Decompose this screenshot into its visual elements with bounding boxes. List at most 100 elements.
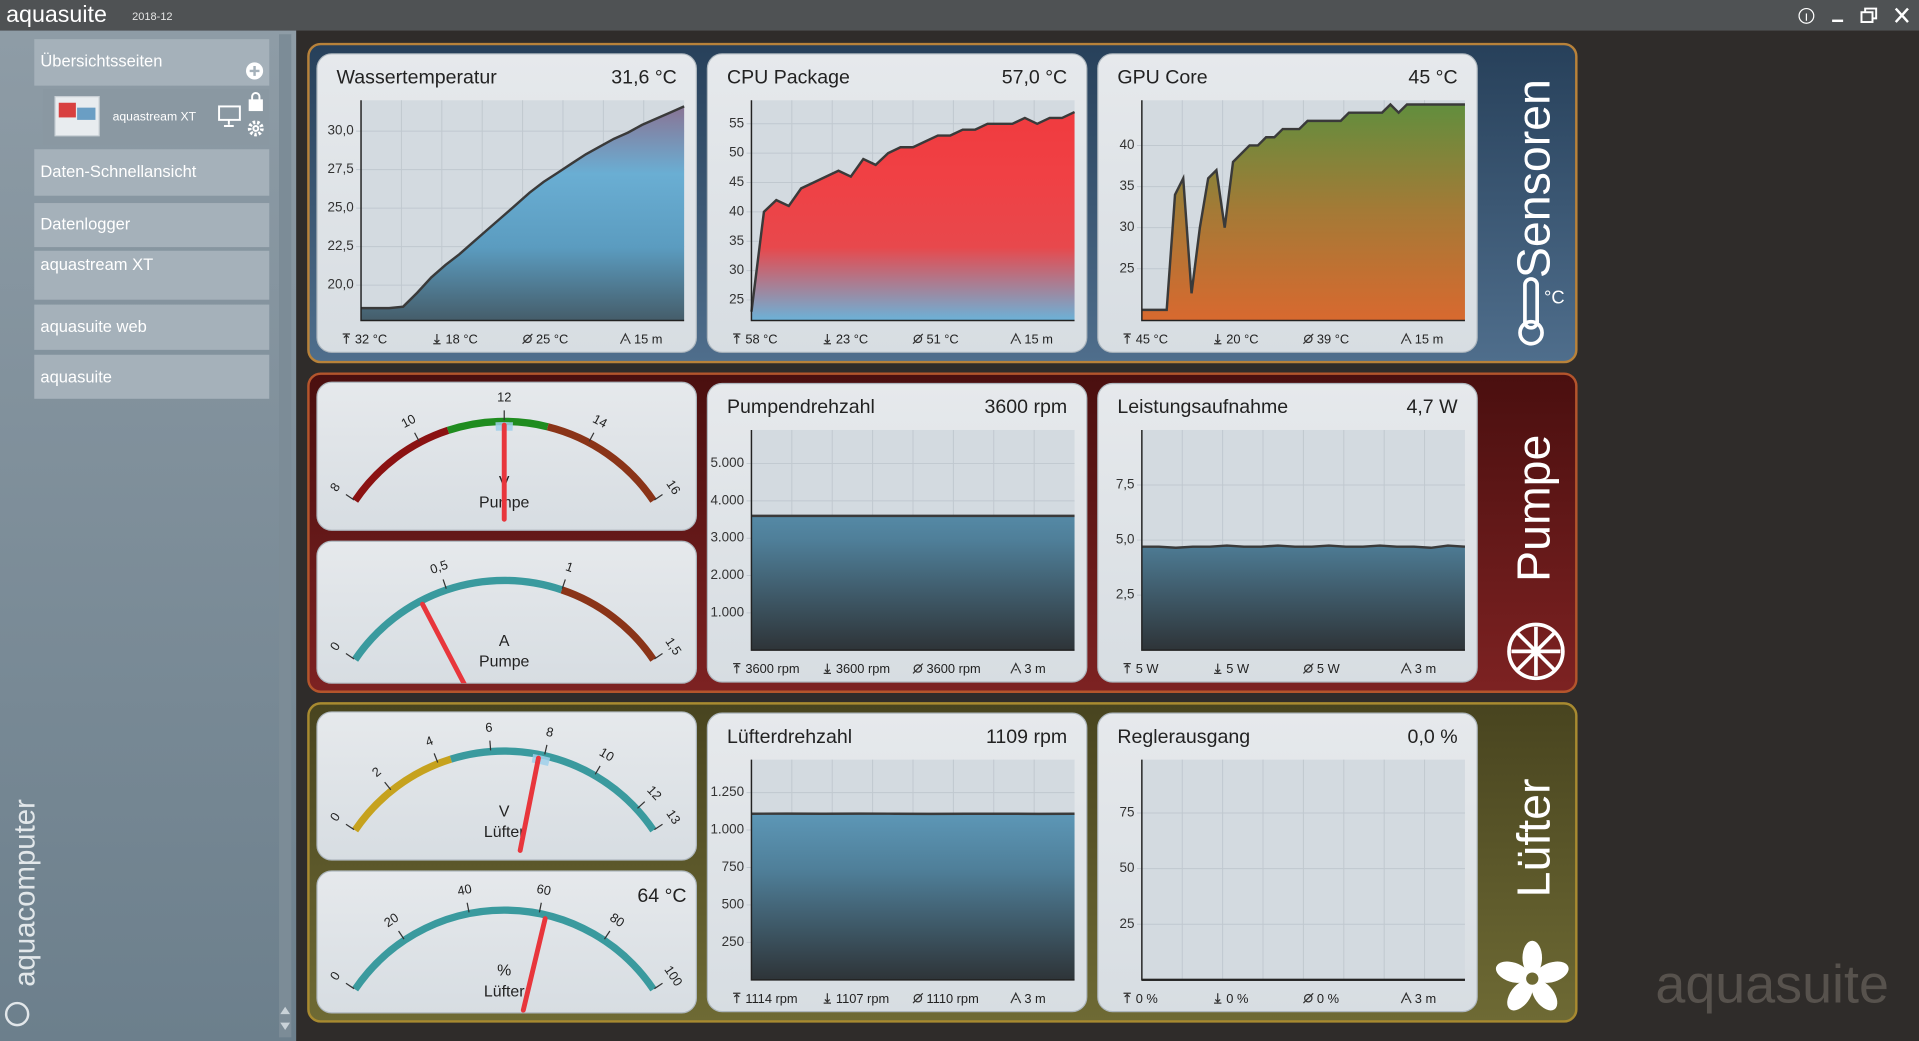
close-button[interactable] [1894, 7, 1909, 23]
app-version: 2018-12 [132, 11, 172, 23]
sidebar-item-label[interactable]: aquastream XT [40, 256, 153, 274]
thumbnail-blue [77, 107, 96, 120]
card [316, 711, 697, 861]
line [361, 105, 685, 310]
sidebar-item-label[interactable]: Daten-Schnellansicht [40, 163, 196, 181]
time-icon [1400, 332, 1412, 345]
stat-label: 15 m [1024, 331, 1053, 346]
time-icon [1400, 662, 1412, 674]
min-icon [1214, 993, 1222, 1004]
pump-icon [1507, 622, 1565, 681]
stat-label: 15 m [1415, 331, 1444, 346]
sidebar-item[interactable]: Übersichtsseiten [34, 39, 270, 86]
avg-slash [522, 333, 533, 345]
sidebar-item-label[interactable]: aquasuite web [40, 318, 146, 336]
gauge-tick-label: 40 [456, 881, 473, 898]
stat-label: 3 m [1415, 991, 1436, 1006]
stat-label: 5 W [1226, 661, 1250, 676]
scroll-arrows[interactable] [280, 1006, 291, 1030]
min-icon [433, 333, 441, 345]
fan-blade [1535, 961, 1569, 983]
area [1141, 545, 1465, 651]
gauge-tick [654, 494, 663, 501]
sidebar-item[interactable]: aquasuite web [34, 304, 270, 350]
card-value: 45 °C [1408, 66, 1457, 88]
min-icon [823, 663, 831, 675]
y-tick-label: 4.000 [710, 492, 744, 507]
section-unit: °C [1544, 286, 1565, 307]
sidebar-item-bg[interactable] [34, 39, 270, 86]
gauge-tick [538, 902, 542, 913]
sidebar-item-bg[interactable] [34, 250, 270, 300]
sidebar-item-label[interactable]: Datenlogger [40, 215, 130, 233]
y-tick-label: 30,0 [328, 123, 354, 138]
stat-label: 1110 rpm [926, 991, 978, 1006]
gauge-tick [398, 930, 405, 940]
y-tick-label: 50 [729, 145, 744, 160]
watermark: aquasuite [1655, 955, 1889, 1015]
avg-slash [1302, 992, 1314, 1004]
sidebar-item-bg[interactable] [34, 304, 270, 350]
settings-icon[interactable] [247, 120, 264, 137]
fan-blade [1531, 980, 1558, 1011]
gauge-tick-label: 8 [545, 724, 555, 740]
time-icon [619, 332, 631, 345]
avg-icon [1304, 334, 1313, 344]
gauge-tick-label: 16 [663, 477, 683, 497]
y-tick-label: 22,5 [328, 238, 354, 253]
sidebar-item-bg[interactable] [34, 354, 270, 399]
stat-label: 3600 rpm [836, 661, 890, 676]
y-tick-label: 2,5 [1116, 587, 1135, 602]
sidebar-item[interactable]: aquasuite [34, 354, 270, 399]
card-title: CPU Package [727, 66, 850, 88]
thumbnail-red [58, 102, 76, 118]
stat-label: 5 W [1136, 661, 1160, 676]
settings-hub [252, 125, 260, 132]
stat-label: 3600 rpm [745, 661, 799, 676]
stat-label: 0 % [1317, 991, 1339, 1006]
sidebar-item-bg[interactable] [34, 203, 270, 248]
gauge-tick [414, 432, 420, 442]
avg-slash [1302, 333, 1314, 345]
max-icon [1123, 992, 1131, 1004]
sidebar-item-label[interactable]: aquastream XT [113, 110, 197, 124]
sidebar-item-label[interactable]: aquasuite [40, 368, 112, 386]
sidebar-item[interactable]: Datenlogger [34, 203, 270, 248]
sidebar-item[interactable]: aquastream XT [34, 250, 270, 300]
gauge-tick [654, 982, 663, 990]
sidebar-item[interactable]: Daten-Schnellansicht [34, 149, 270, 196]
brand-text: aquacomputer [9, 799, 42, 987]
gauge-tick-label: 60 [535, 881, 552, 898]
section-title: Lüfter [1507, 779, 1559, 898]
gauge-tick-label: 10 [399, 411, 419, 431]
gauge-tick [637, 801, 646, 809]
y-tick-label: 25 [1120, 916, 1135, 931]
stat-label: 0 % [1136, 991, 1158, 1006]
sidebar [0, 30, 297, 1041]
info-button[interactable] [1798, 7, 1815, 24]
sidebar-item-label[interactable]: Übersichtsseiten [40, 53, 162, 71]
gauge-tick [588, 432, 595, 442]
y-tick-label: 75 [1120, 805, 1135, 820]
avg-icon [913, 664, 923, 673]
lock-icon[interactable] [248, 99, 263, 112]
y-tick-label: 30 [729, 262, 744, 277]
gauge-needle [520, 916, 548, 1013]
axes [360, 100, 685, 322]
gauge-tick [489, 740, 492, 751]
card-value: 57,0 °C [1002, 66, 1067, 88]
area [361, 106, 685, 321]
restore-button[interactable] [1860, 11, 1874, 23]
sidebar-item-bg[interactable] [34, 149, 270, 196]
axes [1141, 759, 1465, 981]
thermometer-bulb [1518, 319, 1544, 346]
stat-label: 3 m [1024, 661, 1045, 676]
axes [1141, 100, 1465, 322]
card-value: 0,0 % [1408, 726, 1458, 748]
y-tick-label: 250 [722, 934, 744, 949]
sidebar-scrollbar[interactable] [279, 34, 292, 1038]
gauge-needle [420, 601, 469, 684]
